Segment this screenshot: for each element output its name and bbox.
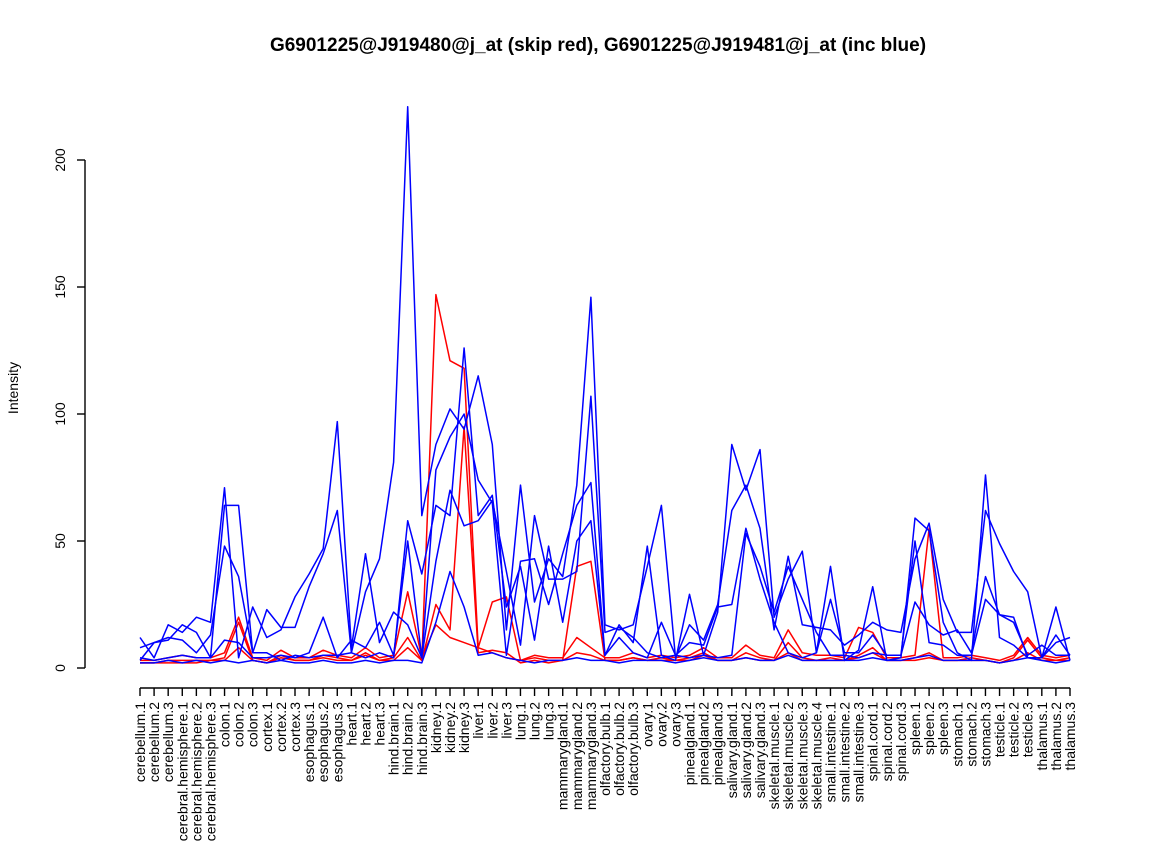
- x-tick-label: mammarygland.1: [555, 702, 571, 810]
- x-tick-label: kidney.1: [428, 702, 444, 753]
- x-tick-label: salivary.gland.2: [738, 702, 754, 798]
- x-tick-label: ovary.2: [653, 702, 669, 747]
- x-tick-label: cortex.3: [287, 702, 303, 752]
- x-tick-label: mammarygland.2: [569, 702, 585, 810]
- x-tick-label: cerebral.hemisphere.1: [174, 702, 190, 842]
- x-tick-label: cortex.2: [273, 702, 289, 752]
- x-tick-label: thalamus.1: [1034, 702, 1050, 771]
- x-tick-label: salivary.gland.3: [752, 702, 768, 798]
- y-tick-label: 100: [52, 402, 68, 426]
- x-tick-label: skeletal.muscle.2: [780, 702, 796, 810]
- x-tick-label: small.intestine.3: [851, 702, 867, 803]
- x-tick-label: olfactory.bulb.1: [597, 702, 613, 796]
- x-tick-label: cerebellum.3: [160, 702, 176, 782]
- x-tick-label: colon.3: [245, 702, 261, 747]
- x-tick-label: liver.2: [484, 702, 500, 739]
- x-tick-label: lung.3: [541, 702, 557, 740]
- y-tick-label: 150: [52, 275, 68, 299]
- x-tick-label: liver.3: [498, 702, 514, 739]
- x-tick-label: cortex.1: [259, 702, 275, 752]
- x-tick-label: cerebral.hemisphere.2: [188, 702, 204, 842]
- x-tick-label: hind.brain.3: [414, 702, 430, 775]
- x-tick-label: small.intestine.1: [822, 702, 838, 803]
- x-tick-label: cerebellum.2: [146, 702, 162, 782]
- x-tick-label: testicle.2: [1006, 702, 1022, 757]
- series-line-6: [139, 347, 1070, 662]
- x-tick-label: ovary.1: [639, 702, 655, 747]
- x-tick-label: spleen.3: [935, 702, 951, 755]
- series-line-8: [140, 570, 1071, 664]
- y-tick-label: 50: [52, 533, 68, 549]
- x-tick-label: mammarygland.3: [583, 702, 599, 810]
- x-tick-label: spleen.1: [907, 702, 923, 755]
- x-tick-label: skeletal.muscle.3: [794, 702, 810, 810]
- x-tick-label: olfactory.bulb.2: [611, 702, 627, 796]
- x-tick-label: pinealgland.1: [682, 702, 698, 786]
- x-tick-label: stomach.3: [977, 702, 993, 767]
- x-tick-label: stomach.1: [949, 702, 965, 767]
- x-tick-label: heart.3: [372, 702, 388, 746]
- x-tick-label: salivary.gland.1: [724, 702, 740, 798]
- x-tick-label: thalamus.2: [1048, 702, 1064, 771]
- x-tick-label: colon.2: [231, 702, 247, 747]
- x-tick-label: small.intestine.2: [837, 702, 853, 803]
- x-tick-label: heart.1: [343, 702, 359, 746]
- x-tick-label: spinal.cord.2: [879, 702, 895, 782]
- x-tick-label: heart.2: [357, 702, 373, 746]
- x-tick-label: lung.2: [527, 702, 543, 740]
- x-tick-label: olfactory.bulb.3: [625, 702, 641, 796]
- x-tick-label: pinealgland.3: [710, 702, 726, 786]
- y-axis: 0 50 100 150 200: [52, 148, 86, 672]
- x-tick-label: spinal.cord.3: [893, 702, 909, 782]
- x-tick-label: ovary.3: [667, 702, 683, 747]
- x-tick-label: lung.1: [512, 702, 528, 740]
- x-tick-label: hind.brain.2: [400, 702, 416, 775]
- x-tick-label: esophagus.3: [329, 702, 345, 782]
- x-tick-label: testicle.3: [1020, 702, 1036, 757]
- y-tick-label: 0: [52, 664, 68, 672]
- chart-title: G6901225@J919480@j_at (skip red), G69012…: [270, 35, 926, 56]
- x-tick-label: cerebral.hemisphere.3: [202, 702, 218, 842]
- x-axis: cerebellum.1cerebellum.2cerebellum.3cere…: [132, 687, 1078, 842]
- x-tick-label: kidney.3: [456, 702, 472, 753]
- x-tick-label: kidney.2: [442, 702, 458, 753]
- x-tick-label: hind.brain.1: [386, 702, 402, 775]
- x-tick-label: skeletal.muscle.4: [808, 702, 824, 810]
- x-tick-label: liver.1: [470, 702, 486, 739]
- x-tick-label: stomach.2: [963, 702, 979, 767]
- y-tick-label: 200: [52, 148, 68, 172]
- x-tick-label: spleen.2: [921, 702, 937, 755]
- series-layer: [139, 105, 1071, 664]
- x-tick-label: spinal.cord.1: [865, 702, 881, 782]
- x-tick-label: esophagus.2: [315, 702, 331, 782]
- x-tick-label: skeletal.muscle.1: [766, 702, 782, 810]
- x-tick-label: thalamus.3: [1062, 702, 1078, 771]
- x-tick-label: colon.1: [217, 702, 233, 747]
- series-line-7: [139, 395, 1071, 662]
- x-tick-label: testicle.1: [992, 702, 1008, 757]
- x-tick-label: cerebellum.1: [132, 702, 148, 782]
- x-tick-label: pinealgland.2: [696, 702, 712, 786]
- series-line-1: [140, 527, 1071, 662]
- y-axis-label: Intensity: [5, 362, 21, 414]
- series-line-5: [139, 105, 1071, 661]
- x-tick-label: esophagus.1: [301, 702, 317, 782]
